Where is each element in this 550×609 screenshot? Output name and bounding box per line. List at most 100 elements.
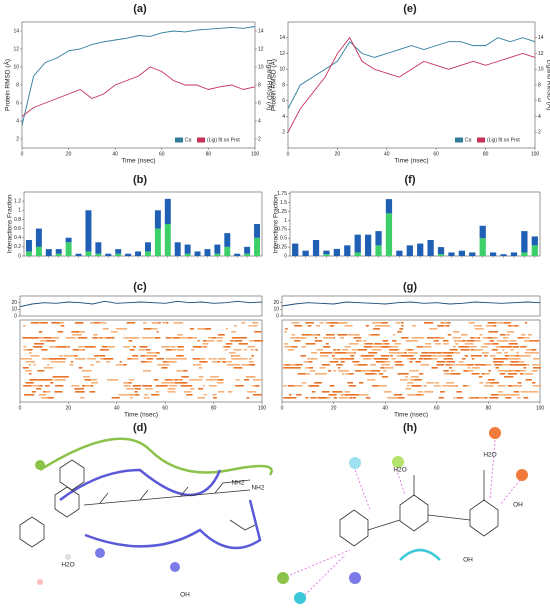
contact-segment [123,364,127,366]
contact-segment [513,325,519,327]
contact-segment [38,322,41,324]
contact-segment [23,385,32,387]
bar-segment [244,253,251,256]
contact-segment [50,361,60,363]
contact-segment [470,355,475,357]
contact-segment [317,382,321,384]
contact-segment [226,364,237,366]
contact-segment [518,361,525,363]
contact-segment [333,349,336,351]
contact-segment [99,322,107,324]
contact-segment [287,349,293,351]
contact-segment [305,343,316,345]
contact-segment [37,370,45,372]
contact-segment [383,391,392,393]
y-tick-label: 0 [18,253,21,259]
contact-segment [185,337,189,339]
bar-segment [135,251,142,256]
contact-segment [291,334,296,336]
contact-segment [126,388,134,390]
plot-frame [19,295,263,317]
contact-segment [179,379,183,381]
contact-segment [38,394,47,396]
contact-segment [224,349,228,351]
bar-segment [95,253,102,256]
x-axis-label: Time (nsec) [121,158,155,165]
contact-segment [56,361,66,363]
contact-segment [504,394,514,396]
contact-segment [90,322,100,324]
contact-segment [339,337,345,339]
contact-segment [255,385,260,387]
contact-segment [478,376,483,378]
contact-segment [38,322,48,324]
panel-title: (a) [133,3,147,15]
contact-segment [186,394,193,396]
contact-segment [47,391,51,393]
contact-segment [345,373,350,375]
contact-segment [173,358,179,360]
contact-segment [91,382,99,384]
panel-title: (b) [133,174,147,186]
contact-segment [162,322,166,324]
contact-segment [380,343,386,345]
contact-segment [169,349,176,351]
y-axis-label: Interactions Fraction [273,194,280,253]
contact-segment [374,325,382,327]
contact-segment [289,364,295,366]
contact-segment [531,382,536,384]
contact-segment [93,334,98,336]
contact-segment [380,346,388,348]
y2-tick-label: 6 [538,98,541,104]
contact-segment [398,373,401,375]
contact-segment [23,325,26,327]
panel-title: (g) [403,281,417,293]
bar-segment [45,249,52,256]
contact-segment [168,385,177,387]
contact-segment [328,394,337,396]
y-tick-label: 8 [16,82,19,88]
x-tick-label: 100 [536,405,545,411]
contact-segment [65,337,71,339]
y-tick-label: 1 [284,218,287,224]
contact-segment [106,337,115,339]
contact-segment [443,358,453,360]
contact-segment [219,379,224,381]
contact-segment [311,391,315,393]
contact-segment [101,346,108,348]
series-line [287,37,536,109]
contact-segment [336,358,345,360]
contact-segment [205,379,214,381]
x-tick-label: 0 [287,151,290,157]
contact-segment [380,355,390,357]
contact-segment [388,352,398,354]
contact-segment [140,361,150,363]
contact-segment [311,358,318,360]
contact-segment [473,349,484,351]
contact-segment [447,334,452,336]
bar-segment [490,252,497,256]
contact-segment [325,343,329,345]
x-tick-label: 40 [384,151,390,157]
contact-segment [323,364,327,366]
bar-segment [375,245,382,256]
contact-segment [509,355,516,357]
contact-segment [246,364,255,366]
series-line [21,66,256,117]
atom-label: H2O [393,467,406,474]
x-tick-label: 20 [335,151,341,157]
contact-segment [43,367,54,369]
contact-segment [503,346,512,348]
contact-segment [130,337,140,339]
contact-segment [199,358,206,360]
contact-segment [401,325,404,327]
contact-segment [524,352,535,354]
contact-segment [365,325,369,327]
y-tick-label: 10 [279,67,285,73]
contact-segment [25,361,36,363]
contact-segment [125,337,133,339]
contact-segment [195,346,203,348]
contact-segment [198,388,204,390]
contact-segment [319,352,325,354]
contact-segment [156,352,160,354]
